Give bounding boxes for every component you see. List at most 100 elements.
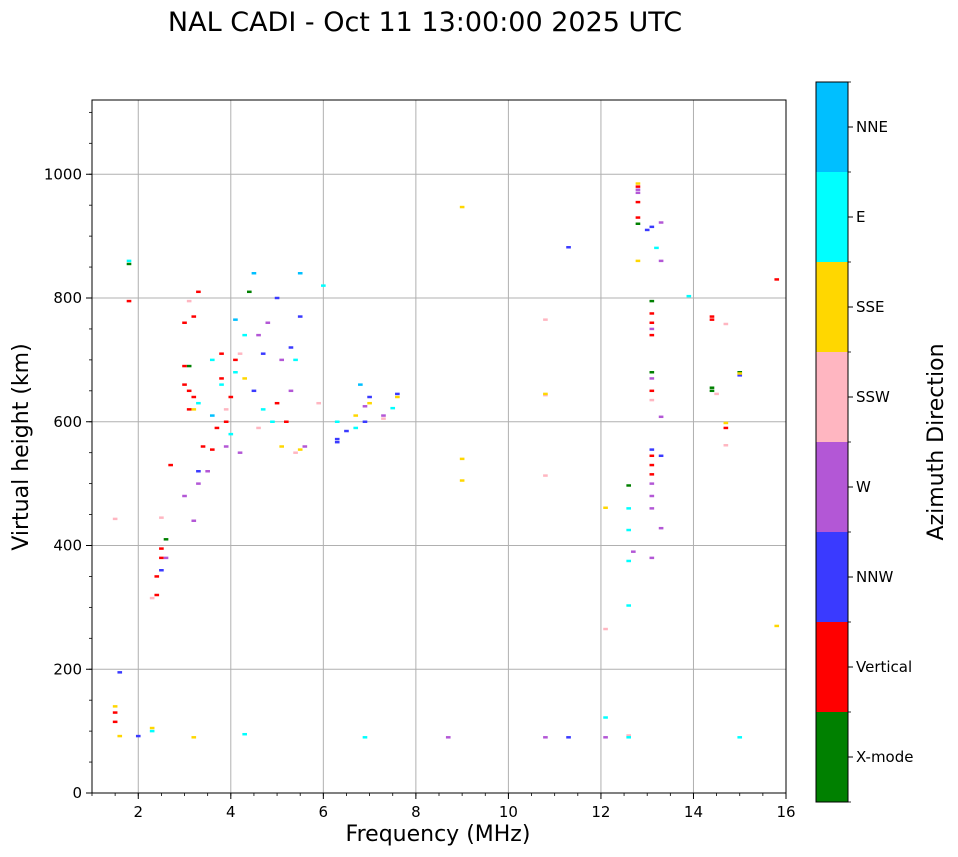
data-point-vertical — [154, 593, 160, 597]
data-point-sse — [149, 726, 155, 730]
data-point-e — [390, 406, 396, 410]
data-point-vertical — [126, 299, 132, 303]
data-point-e — [219, 383, 224, 386]
data-point-x-mode — [626, 484, 632, 487]
data-point-vertical — [635, 216, 641, 219]
data-point-vertical — [159, 547, 164, 550]
data-point-vertical — [774, 278, 780, 281]
data-point-w — [223, 445, 229, 448]
colorbar-title: Azimuth Direction — [924, 343, 949, 540]
x-tick-label: 14 — [684, 803, 703, 821]
data-point-e — [686, 294, 692, 298]
y-tick-label: 0 — [72, 784, 82, 802]
x-axis-title: Frequency (MHz) — [346, 822, 531, 847]
data-point-w — [649, 494, 655, 498]
data-point-nnw — [566, 736, 571, 739]
data-point-nnw — [135, 734, 141, 738]
data-point-ssw — [723, 322, 729, 326]
data-point-w — [279, 358, 285, 362]
data-point-e — [626, 736, 632, 739]
data-point-x-mode — [649, 299, 655, 303]
data-point-ssw — [543, 318, 548, 321]
data-point-e — [260, 408, 266, 411]
data-point-sse — [459, 457, 465, 461]
y-tick-label: 800 — [53, 289, 82, 307]
data-point-w — [191, 519, 197, 522]
data-point-nnw — [117, 671, 123, 674]
plot-frame — [92, 100, 786, 793]
data-point-vertical — [191, 395, 197, 399]
data-point-nne — [297, 272, 303, 275]
data-point-w — [649, 327, 655, 331]
data-point-w — [543, 736, 548, 739]
data-point-nnw — [334, 440, 340, 444]
data-point-vertical — [233, 358, 238, 362]
data-point-w — [658, 259, 664, 263]
colorbar-segment — [816, 442, 848, 532]
data-point-w — [196, 482, 201, 485]
data-point-vertical — [274, 401, 280, 405]
data-point-w — [635, 191, 641, 195]
data-point-sse — [459, 205, 465, 209]
data-point-vertical — [182, 383, 187, 386]
data-point-ssw — [223, 408, 229, 411]
data-point-vertical — [112, 711, 118, 714]
data-point-e — [362, 736, 368, 739]
data-point-ssw — [112, 517, 118, 521]
data-point-sse — [635, 259, 641, 263]
data-point-nnw — [649, 225, 655, 229]
data-point-ssw — [603, 627, 608, 631]
data-point-ssw — [316, 401, 322, 405]
data-point-ssw — [149, 596, 155, 600]
data-point-w — [649, 507, 655, 510]
colorbar-label: W — [856, 478, 871, 496]
data-point-ssw — [159, 516, 164, 519]
data-point-e — [293, 358, 298, 362]
data-point-w — [635, 188, 641, 191]
data-point-sse — [543, 392, 548, 396]
data-point-vertical — [223, 420, 229, 423]
data-point-nnw — [649, 448, 655, 451]
data-point-ssw — [714, 392, 719, 396]
data-point-e — [626, 507, 632, 510]
data-point-vertical — [214, 426, 220, 430]
colorbar-segment — [816, 262, 848, 352]
data-point-nnw — [344, 429, 349, 433]
data-point-vertical — [649, 463, 655, 467]
data-point-x-mode — [649, 371, 655, 374]
data-point-w — [205, 470, 210, 473]
data-point-vertical — [649, 312, 655, 315]
colorbar-segment — [816, 622, 848, 712]
data-point-vertical — [709, 315, 715, 318]
data-point-sse — [395, 395, 400, 399]
data-point-sse — [112, 705, 118, 708]
x-tick-label: 6 — [319, 803, 329, 821]
data-point-vertical — [112, 720, 118, 724]
data-point-vertical — [191, 315, 197, 318]
data-point-x-mode — [126, 262, 132, 266]
colorbar-label: X-mode — [856, 748, 913, 766]
data-point-w — [256, 333, 261, 337]
x-tick-label: 16 — [776, 803, 795, 821]
data-point-vertical — [635, 185, 641, 188]
colorbar-segment — [816, 352, 848, 442]
data-point-w — [288, 389, 294, 393]
data-point-vertical — [649, 321, 655, 324]
colorbar-label: SSW — [856, 388, 890, 406]
chart-title: NAL CADI - Oct 11 13:00:00 2025 UTC — [168, 7, 682, 38]
data-point-w — [302, 445, 308, 448]
data-point-w — [658, 526, 664, 530]
data-point-e — [626, 528, 632, 532]
data-point-vertical — [284, 420, 289, 423]
data-point-e — [149, 729, 155, 733]
colorbar-label: E — [856, 208, 865, 226]
colorbar-segment — [816, 82, 848, 172]
data-point-e — [737, 736, 743, 739]
data-point-w — [649, 556, 655, 560]
y-tick-label: 400 — [53, 537, 82, 555]
data-point-w — [649, 377, 655, 380]
data-point-e — [334, 420, 340, 423]
data-point-w — [182, 494, 187, 498]
data-point-sse — [191, 736, 197, 739]
